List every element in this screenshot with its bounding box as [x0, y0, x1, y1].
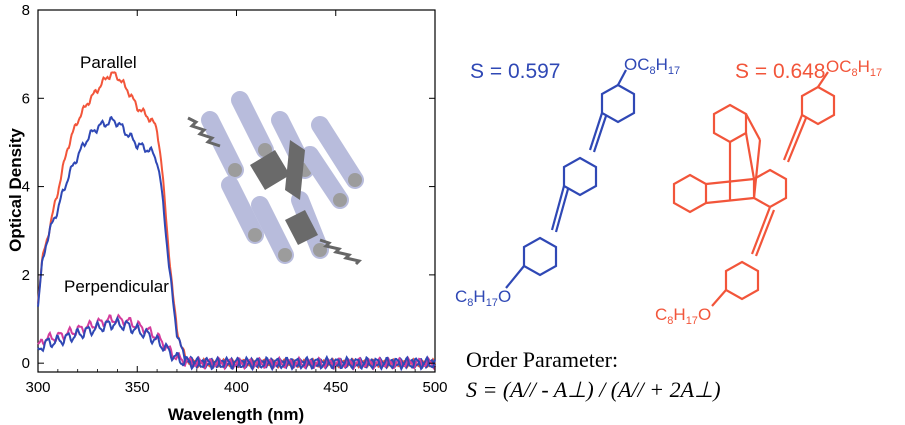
order-parameter-formula: S = (A// - A⊥) / (A// + 2A⊥) — [466, 377, 721, 402]
substituent-bottom-red: C8H17O — [655, 305, 711, 327]
annotation-parallel: Parallel — [80, 53, 137, 72]
absorption-chart: 300 350 400 450 500 0 2 4 6 8 Parallel Perpendicu… — [6, 2, 448, 424]
y-tick-label: 2 — [22, 267, 30, 284]
x-axis-title: Wavelength (nm) — [168, 405, 304, 424]
benzene-ring-bottom-red — [724, 260, 760, 301]
molecular-model-inset — [187, 91, 364, 266]
rod-molecule — [221, 176, 264, 244]
molecule-blue: S = 0.597 OC8H17 C8H17O — [455, 55, 680, 309]
rod-molecule — [231, 91, 274, 159]
triptycene-left-ring — [672, 173, 708, 214]
alkyne-bottom — [550, 185, 566, 231]
alkyne-top — [588, 112, 604, 151]
series-line — [37, 315, 436, 372]
order-parameter-title: Order Parameter: — [466, 347, 618, 372]
order-parameter-red: S = 0.648 — [735, 60, 826, 83]
bond-o-bottom — [505, 265, 525, 289]
rod-molecule — [251, 196, 294, 264]
benzene-ring-bottom — [522, 236, 558, 277]
y-axis-title: Optical Density — [6, 128, 25, 252]
x-tick-label: 500 — [422, 379, 447, 396]
substituent-top-blue: OC8H17 — [624, 55, 680, 77]
molecule-red: S = 0.648 OC8H17 C8H17O — [655, 57, 882, 327]
tick-layer: 300 350 400 450 500 0 2 4 6 8 — [22, 2, 448, 396]
rod-molecule — [301, 146, 349, 209]
substituent-top-red: OC8H17 — [826, 57, 882, 79]
core-plane — [285, 210, 318, 245]
core-plane — [250, 150, 290, 190]
y-tick-label: 4 — [22, 179, 30, 196]
triptycene-central-ring — [752, 168, 788, 209]
annotation-perpendicular: Perpendicular — [64, 277, 169, 296]
x-tick-label: 400 — [224, 379, 249, 396]
rod-end — [333, 193, 347, 207]
rod-end — [228, 163, 242, 177]
rod-end — [248, 228, 262, 242]
core-plane — [285, 140, 305, 200]
y-tick-label: 6 — [22, 90, 30, 107]
rod-end — [258, 143, 272, 157]
rod-end — [348, 173, 362, 187]
y-tick-label: 0 — [22, 355, 30, 372]
rod-end — [278, 248, 292, 262]
alkyne-bottom-red — [750, 206, 772, 255]
order-parameter-blue: S = 0.597 — [470, 60, 561, 83]
bond-o-top — [617, 69, 627, 86]
alkyl-chain — [319, 238, 362, 266]
x-tick-label: 350 — [125, 379, 150, 396]
alkyne-top-red — [782, 114, 804, 161]
triptycene-upper-ring — [712, 103, 748, 144]
benzene-ring-top-red — [800, 85, 836, 126]
benzene-ring-middle — [562, 156, 598, 197]
substituent-bottom-blue: C8H17O — [455, 287, 511, 309]
y-tick-label: 8 — [22, 2, 30, 19]
alkyl-chain — [187, 116, 221, 148]
x-tick-label: 300 — [25, 379, 50, 396]
rod-molecule — [201, 111, 244, 179]
rod-molecule — [311, 116, 364, 189]
x-tick-label: 450 — [323, 379, 348, 396]
benzene-ring-top — [600, 83, 636, 124]
